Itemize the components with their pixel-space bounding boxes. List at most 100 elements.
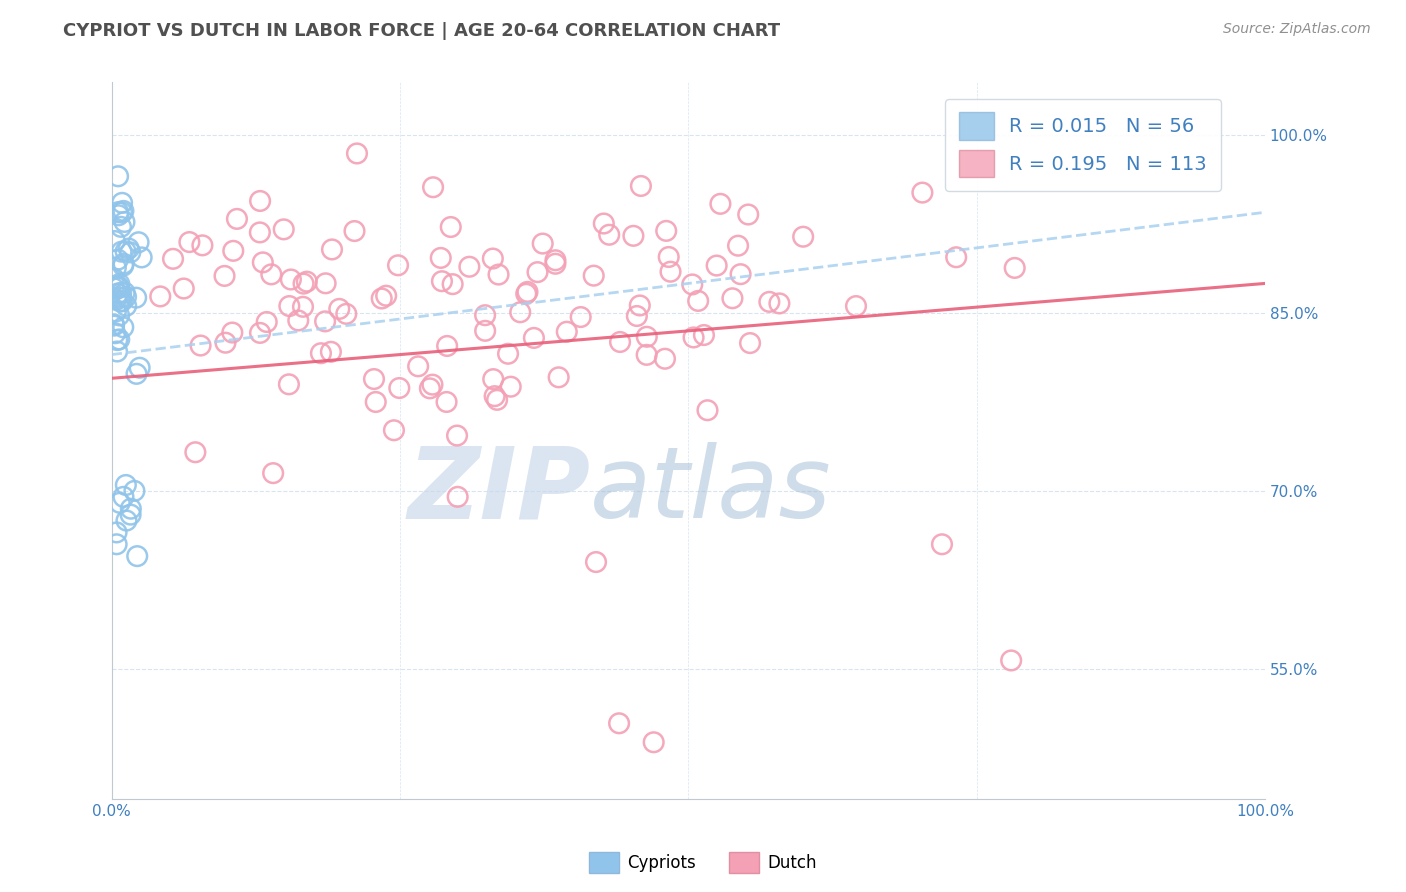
Point <box>659 265 682 279</box>
Point <box>516 285 538 299</box>
Point <box>107 169 129 184</box>
Point <box>758 294 780 309</box>
Point <box>419 381 441 395</box>
Point <box>474 324 496 338</box>
Point <box>643 735 665 749</box>
Point <box>547 370 569 384</box>
Point <box>125 367 148 381</box>
Point <box>484 389 506 403</box>
Point <box>128 360 150 375</box>
Point <box>249 194 271 208</box>
Point <box>582 268 605 283</box>
Text: Source: ZipAtlas.com: Source: ZipAtlas.com <box>1223 22 1371 37</box>
Point <box>523 331 546 345</box>
Point <box>422 180 444 194</box>
Point <box>114 244 136 259</box>
Point <box>295 275 318 289</box>
Point <box>482 252 505 266</box>
Point <box>569 310 592 324</box>
Point <box>422 377 444 392</box>
Point <box>458 260 481 274</box>
Point <box>118 242 141 256</box>
Point <box>509 305 531 319</box>
Point <box>630 178 652 193</box>
Point <box>721 291 744 305</box>
Point <box>107 281 129 295</box>
Point <box>278 299 301 313</box>
Point <box>105 344 128 359</box>
Point <box>688 293 710 308</box>
Point <box>107 280 129 294</box>
Text: CYPRIOT VS DUTCH IN LABOR FORCE | AGE 20-64 CORRELATION CHART: CYPRIOT VS DUTCH IN LABOR FORCE | AGE 20… <box>63 22 780 40</box>
Point <box>120 245 142 260</box>
Point <box>429 251 451 265</box>
Point <box>277 377 299 392</box>
Point <box>273 222 295 236</box>
Text: atlas: atlas <box>591 442 832 540</box>
Point <box>482 372 505 386</box>
Point <box>709 197 731 211</box>
Point <box>626 309 648 323</box>
Point <box>112 259 135 273</box>
Text: ZIP: ZIP <box>408 442 591 540</box>
Point <box>931 537 953 551</box>
Point <box>945 250 967 264</box>
Point <box>105 537 128 551</box>
Point <box>321 243 343 257</box>
Point <box>103 271 125 285</box>
Point <box>730 267 752 281</box>
Point <box>623 228 645 243</box>
Point <box>108 277 131 291</box>
Point <box>544 257 567 271</box>
Point <box>105 279 128 293</box>
Point <box>110 291 132 305</box>
Point <box>440 219 463 234</box>
Point <box>105 525 128 540</box>
Point <box>103 281 125 295</box>
Point <box>636 348 658 362</box>
Point <box>531 236 554 251</box>
Point <box>191 238 214 252</box>
Point <box>911 186 934 200</box>
Point <box>447 490 470 504</box>
Point <box>609 334 631 349</box>
Point <box>120 501 142 516</box>
Point <box>214 335 236 350</box>
Point <box>315 277 337 291</box>
Point <box>636 330 658 344</box>
Point <box>446 428 468 442</box>
Point <box>592 217 614 231</box>
Point <box>792 229 814 244</box>
Point <box>105 333 128 347</box>
Point <box>526 265 548 279</box>
Point <box>111 195 134 210</box>
Point <box>496 347 519 361</box>
Point <box>343 224 366 238</box>
Legend: R = 0.015   N = 56, R = 0.195   N = 113: R = 0.015 N = 56, R = 0.195 N = 113 <box>945 99 1220 191</box>
Point <box>696 403 718 417</box>
Point <box>104 326 127 341</box>
Point <box>104 234 127 248</box>
Point <box>436 339 458 353</box>
Point <box>105 293 128 307</box>
Point <box>110 244 132 259</box>
Point <box>292 300 315 314</box>
Point <box>1000 653 1022 667</box>
Point <box>845 299 868 313</box>
Point <box>737 207 759 221</box>
Point <box>544 253 567 268</box>
Point <box>768 296 790 310</box>
Point <box>693 328 716 343</box>
Point <box>387 258 409 272</box>
Point <box>115 514 138 528</box>
Point <box>375 289 398 303</box>
Point <box>474 308 496 322</box>
Point <box>658 250 681 264</box>
Point <box>110 294 132 309</box>
Point <box>370 292 392 306</box>
Point <box>111 205 134 219</box>
Point <box>328 301 350 316</box>
Point <box>292 277 315 291</box>
Point <box>406 359 429 374</box>
Point <box>488 268 510 282</box>
